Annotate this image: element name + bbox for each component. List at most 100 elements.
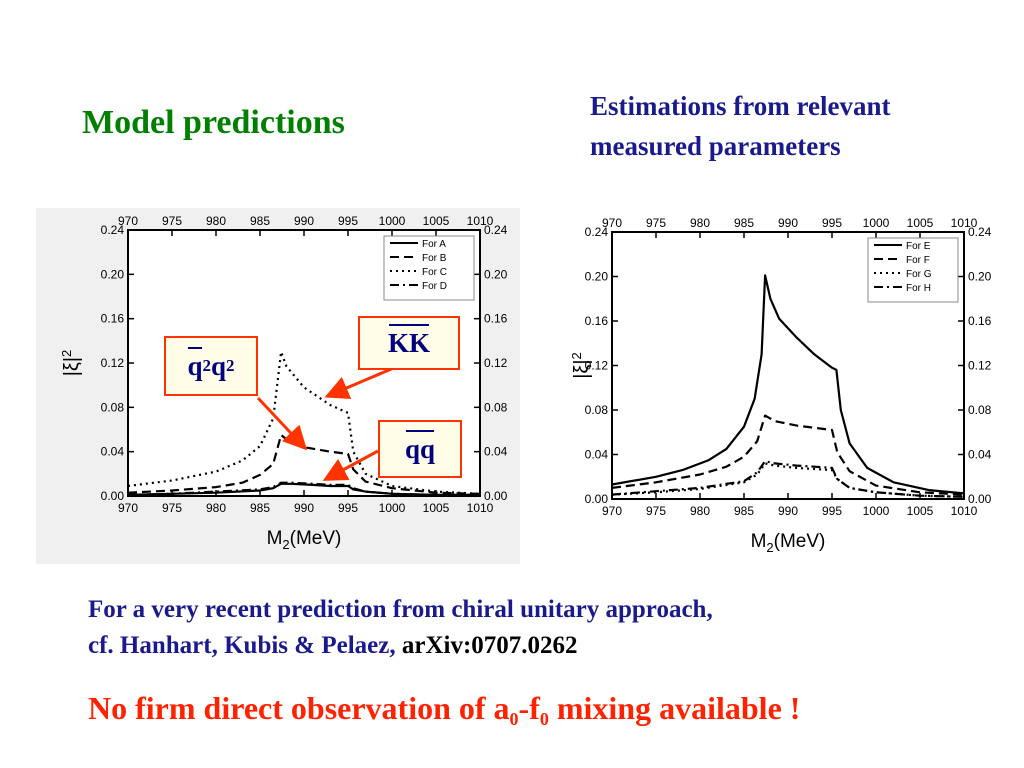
x-tick-label-top: 995 [338, 214, 358, 228]
x-tick-label: 990 [778, 504, 798, 518]
y-tick-label: 0.04 [585, 448, 609, 462]
chiral-approach-note: For a very recent prediction from chiral… [88, 592, 988, 664]
series-line [127, 350, 481, 495]
legend-box [867, 237, 959, 303]
y-tick-label: 0.12 [101, 356, 125, 370]
y-tick-label-right: 0.04 [484, 445, 508, 459]
x-tick-label-top: 990 [778, 216, 798, 230]
x-tick-label-top: 970 [118, 214, 138, 228]
y-tick-label: 0.24 [585, 225, 609, 239]
legend-entry: For C [422, 267, 447, 278]
x-tick-label: 970 [602, 504, 622, 518]
x-tick-label: 1010 [951, 504, 978, 518]
x-tick-label: 995 [822, 504, 842, 518]
y-tick-label-right: 0.24 [484, 223, 508, 237]
y-tick-label-right: 0.08 [484, 400, 508, 414]
series-line [611, 414, 965, 496]
legend-box [383, 235, 475, 301]
series-line [611, 460, 965, 498]
conclusion-dash: -f [518, 690, 540, 726]
x-tick-label-top: 985 [250, 214, 270, 228]
x-tick-label: 985 [250, 501, 270, 515]
note-authors: cf. Hanhart, Kubis & Pelaez, [88, 632, 396, 659]
x-tick-label: 990 [294, 501, 314, 515]
y-tick-label: 0.00 [585, 492, 609, 506]
y-tick-label: 0.16 [101, 312, 125, 326]
y-tick-label: 0.12 [585, 359, 609, 373]
y-tick-label-right: 0.16 [968, 314, 992, 328]
x-tick-label-top: 1000 [379, 214, 406, 228]
estimations-chart-svg: 970 970 975 975 980 980 985 985 990 990 995 995 1000… [568, 208, 1008, 564]
x-tick-label: 975 [646, 504, 666, 518]
x-tick-label-top: 970 [602, 216, 622, 230]
y-tick-label-right: 0.16 [484, 312, 508, 326]
model-predictions-chart-svg: 970 970 975 975 980 980 985 985 990 990 995 995 1000… [36, 208, 520, 564]
qq-callout: qq [378, 420, 462, 478]
x-axis-label: M2(MeV) [267, 528, 342, 552]
y-tick-label: 0.24 [101, 223, 125, 237]
x-tick-label: 1005 [423, 501, 450, 515]
q2q2-sup1: 2 [202, 356, 212, 375]
x-tick-label: 1005 [907, 504, 934, 518]
x-tick-label: 985 [734, 504, 754, 518]
y-tick-label-right: 0.20 [484, 267, 508, 281]
legend-entry: For E [906, 241, 931, 252]
estimations-title-line2: measured parameters [590, 131, 841, 161]
y-tick-label: 0.20 [585, 270, 609, 284]
x-tick-label-top: 1010 [467, 214, 494, 228]
kk-callout: KK [358, 316, 460, 370]
q2q2-sup2: 2 [226, 356, 235, 375]
note-line2: cf. Hanhart, Kubis & Pelaez, arXiv:0707.… [88, 628, 988, 664]
estimations-title: Estimations from relevant measured param… [590, 86, 1010, 166]
conclusion-text: No firm direct observation of a0-f0 mixi… [88, 690, 1008, 730]
model-predictions-chart: 970 970 975 975 980 980 985 985 990 990 995 995 1000… [36, 208, 520, 564]
legend-entry: For F [906, 255, 930, 266]
series-line [127, 481, 480, 496]
x-tick-label: 975 [162, 501, 182, 515]
y-tick-label-right: 0.04 [968, 448, 992, 462]
note-line1: For a very recent prediction from chiral… [88, 596, 713, 623]
y-tick-label: 0.04 [101, 445, 125, 459]
estimations-chart: 970 970 975 975 980 980 985 985 990 990 995 995 1000… [568, 208, 1008, 564]
conclusion-sub1: 0 [509, 709, 519, 729]
x-tick-label-top: 1005 [423, 214, 450, 228]
y-tick-label-right: 0.12 [968, 359, 992, 373]
legend-entry: For A [422, 239, 446, 250]
legend-entry: For G [906, 269, 932, 280]
legend-entry: For B [422, 253, 447, 264]
arxiv-reference: arXiv:0707.0262 [401, 632, 578, 659]
x-tick-label-top: 975 [646, 216, 666, 230]
y-tick-label-right: 0.00 [968, 492, 992, 506]
x-tick-label-top: 975 [162, 214, 182, 228]
estimations-title-line1: Estimations from relevant [590, 91, 891, 121]
y-tick-label-right: 0.00 [484, 489, 508, 503]
y-tick-label: 0.00 [101, 489, 125, 503]
x-axis-label: M2(MeV) [751, 531, 826, 555]
conclusion-part1: No firm direct observation of a [88, 690, 510, 726]
x-tick-label: 995 [338, 501, 358, 515]
y-tick-label-right: 0.20 [968, 270, 992, 284]
x-tick-label-top: 980 [206, 214, 226, 228]
x-tick-label: 1000 [863, 504, 890, 518]
x-tick-label: 980 [206, 501, 226, 515]
x-tick-label: 1010 [467, 501, 494, 515]
x-tick-label-top: 980 [690, 216, 710, 230]
kk-label: KK [387, 323, 430, 358]
y-tick-label: 0.08 [585, 403, 609, 417]
y-tick-label: 0.08 [101, 400, 125, 414]
x-tick-label-top: 985 [734, 216, 754, 230]
x-tick-label-top: 1000 [863, 216, 890, 230]
x-tick-label: 970 [118, 501, 138, 515]
y-tick-label: 0.20 [101, 267, 125, 281]
model-predictions-title: Model predictions [82, 104, 345, 141]
q2q2-q2: q [211, 350, 227, 381]
x-tick-label-top: 995 [822, 216, 842, 230]
series-line [611, 274, 965, 495]
legend-entry: For H [906, 283, 931, 294]
qq-label: qq [404, 429, 436, 464]
y-tick-label-right: 0.08 [968, 403, 992, 417]
x-tick-label: 980 [690, 504, 710, 518]
y-tick-label: 0.16 [585, 314, 609, 328]
x-tick-label-top: 1010 [951, 216, 978, 230]
